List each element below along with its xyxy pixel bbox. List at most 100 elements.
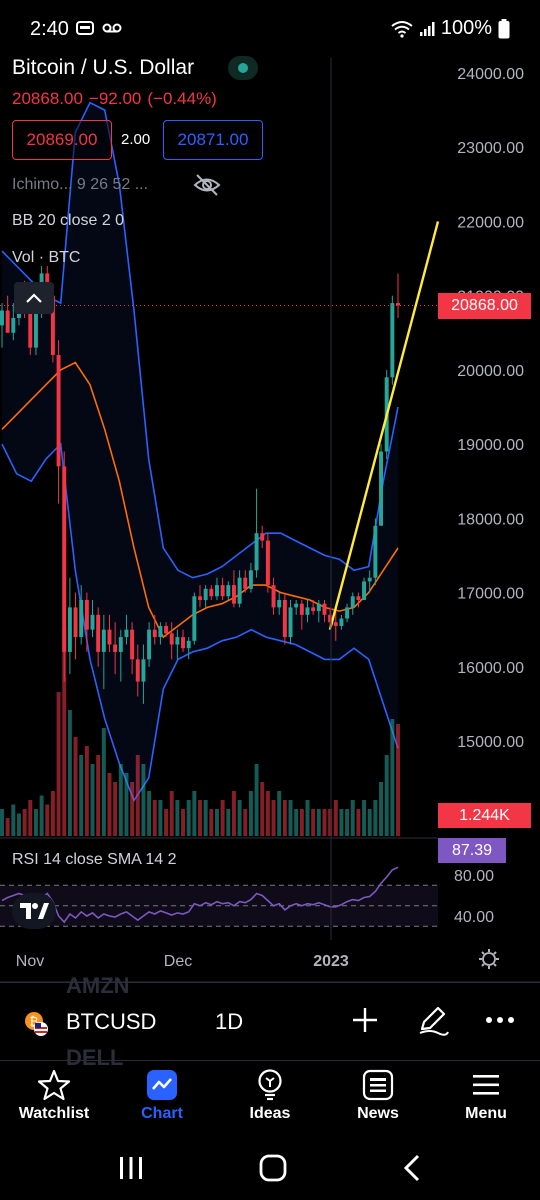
volume-bar <box>339 809 344 836</box>
candle-body <box>96 614 101 652</box>
price-axis-tick: 20000.00 <box>457 363 524 380</box>
price-chart[interactable]: 24000.0023000.0022000.0021000.0020000.00… <box>0 58 540 982</box>
rsi-axis-tick: 80.00 <box>454 868 494 885</box>
candle-body <box>175 637 180 645</box>
candle-body <box>367 577 372 582</box>
volume-bar <box>45 804 50 836</box>
candle-body <box>118 637 123 652</box>
ghost-symbol-above: AMZN <box>66 973 130 998</box>
volume-bar <box>186 800 191 836</box>
add-icon[interactable] <box>350 1005 380 1040</box>
volume-bar <box>11 804 16 836</box>
sell-button[interactable]: 20869.00 <box>12 120 112 160</box>
interval-selector[interactable]: 1D <box>215 1009 244 1034</box>
price-axis-tick: 15000.00 <box>457 734 524 751</box>
volume-bar <box>350 800 355 836</box>
candle-body <box>33 310 38 348</box>
symbol-flag-icon: ₿ <box>24 1011 50 1042</box>
nav-chart[interactable]: Chart <box>108 1061 216 1136</box>
system-navigation <box>0 1136 540 1200</box>
price-change-pct: (−0.44%) <box>147 89 217 108</box>
volume-bar <box>367 809 372 836</box>
volume-bar <box>260 782 265 836</box>
indicator-ichimoku[interactable]: Ichimo... 9 26 52 ... <box>12 176 149 193</box>
volume-bar <box>113 782 118 836</box>
volume-bar <box>379 782 384 836</box>
recent-apps-icon[interactable] <box>118 1156 144 1180</box>
volume-bar <box>345 809 350 836</box>
status-time: 2:40 <box>30 18 69 40</box>
symbol-selector[interactable]: BTCUSD <box>66 1009 157 1034</box>
nav-watchlist[interactable]: Watchlist <box>0 1061 108 1136</box>
menu-icon <box>473 1075 499 1095</box>
volume-bar <box>316 809 321 836</box>
volume-bar <box>50 791 55 836</box>
back-icon[interactable] <box>402 1154 422 1182</box>
price-axis-tick: 19000.00 <box>457 437 524 454</box>
candle-body <box>316 603 321 612</box>
volume-bar <box>16 813 21 836</box>
indicator-volume[interactable]: Vol · BTC <box>12 249 81 266</box>
volume-bar <box>299 809 304 836</box>
price-axis-tick: 22000.00 <box>457 214 524 231</box>
volume-bar <box>192 791 197 836</box>
drawing-tools-icon[interactable] <box>416 1003 450 1042</box>
collapse-legend-button[interactable] <box>14 282 54 314</box>
wifi-icon <box>391 20 413 38</box>
news-icon <box>362 1069 394 1101</box>
nav-ideas[interactable]: Ideas <box>216 1061 324 1136</box>
volume-bar <box>390 719 395 836</box>
candle-body <box>271 585 276 608</box>
time-axis-tick: Nov <box>16 953 44 970</box>
candle-body <box>328 614 333 623</box>
candle-body <box>62 466 67 652</box>
nav-news[interactable]: News <box>324 1061 432 1136</box>
volume-bar <box>22 809 27 836</box>
nav-menu[interactable]: Menu <box>432 1061 540 1136</box>
chart-area[interactable]: 24000.0023000.0022000.0021000.0020000.00… <box>0 58 540 982</box>
volume-bar <box>226 809 231 836</box>
candle-body <box>339 618 344 626</box>
market-status-indicator <box>228 56 258 80</box>
spread-value: 2.00 <box>121 131 151 148</box>
status-notification-icons <box>76 20 122 36</box>
volume-bar <box>214 809 219 836</box>
volume-bar <box>0 809 4 836</box>
price-axis-tick: 24000.00 <box>457 66 524 83</box>
candle-body <box>169 633 174 645</box>
volume-bar <box>294 809 299 836</box>
indicator-bollinger[interactable]: BB 20 close 2 0 <box>12 212 125 229</box>
candle-body <box>248 570 253 589</box>
volume-bar <box>181 809 186 836</box>
volume-bar <box>158 800 163 836</box>
nav-news-label: News <box>357 1105 399 1122</box>
volume-bar <box>384 755 389 836</box>
volume-bar <box>33 809 38 836</box>
buy-button[interactable]: 20871.00 <box>163 120 263 160</box>
volume-bar <box>209 809 214 836</box>
volume-bar <box>175 800 180 836</box>
candle-body <box>141 659 146 682</box>
candle-body <box>282 599 287 638</box>
candle-body <box>305 607 310 615</box>
voicemail-icon <box>102 23 122 33</box>
chart-icon <box>147 1070 177 1100</box>
volume-bar <box>265 791 270 836</box>
chart-settings-icon[interactable] <box>478 948 500 975</box>
candle-body <box>158 625 163 638</box>
indicator-rsi[interactable]: RSI 14 close SMA 14 2 <box>12 851 177 868</box>
battery-icon <box>498 18 510 38</box>
candle-body <box>135 659 140 682</box>
candle-body <box>254 533 259 571</box>
candle-body <box>294 603 299 608</box>
eye-off-icon[interactable] <box>192 172 222 203</box>
more-options-icon[interactable] <box>484 1005 516 1040</box>
volume-bar <box>96 755 101 836</box>
volume-bar <box>5 818 10 836</box>
price-summary: 20868.00 −92.00 (−0.44%) <box>12 89 223 109</box>
volume-bar <box>28 800 33 836</box>
volume-bar <box>164 809 169 836</box>
symbol-title[interactable]: Bitcoin / U.S. Dollar <box>12 56 195 79</box>
candle-body <box>124 629 129 638</box>
home-icon[interactable] <box>259 1154 287 1182</box>
